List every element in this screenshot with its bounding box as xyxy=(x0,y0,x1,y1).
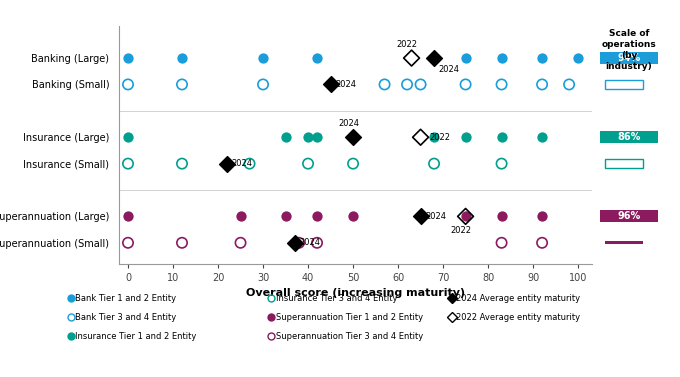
Point xyxy=(415,134,426,140)
Point xyxy=(311,134,322,140)
Point xyxy=(460,213,471,219)
Bar xyxy=(600,210,658,222)
Point xyxy=(122,161,133,167)
Point xyxy=(122,81,133,87)
Point xyxy=(294,240,305,246)
Point xyxy=(460,55,471,61)
Point xyxy=(496,81,507,87)
Point xyxy=(311,240,322,246)
Text: 2022: 2022 xyxy=(396,40,418,49)
Text: 2024: 2024 xyxy=(231,159,252,168)
Point xyxy=(347,213,358,219)
X-axis label: Overall score (increasing maturity): Overall score (increasing maturity) xyxy=(245,288,465,299)
Legend: Insurance Tier 3 and 4 Entity: Insurance Tier 3 and 4 Entity xyxy=(269,294,398,303)
Point xyxy=(573,55,583,61)
Point xyxy=(496,161,507,167)
Point xyxy=(311,213,322,219)
Point xyxy=(122,134,133,140)
Point xyxy=(402,81,413,87)
Point xyxy=(428,134,439,140)
Legend: Bank Tier 3 and 4 Entity: Bank Tier 3 and 4 Entity xyxy=(69,313,177,322)
Text: 96%: 96% xyxy=(617,211,641,221)
Point xyxy=(258,55,269,61)
Point xyxy=(347,161,358,167)
Legend: Bank Tier 1 and 2 Entity: Bank Tier 1 and 2 Entity xyxy=(69,294,177,303)
Point xyxy=(406,55,417,61)
Point xyxy=(244,161,255,167)
Point xyxy=(537,81,547,87)
Legend: Superannuation Tier 3 and 4 Entity: Superannuation Tier 3 and 4 Entity xyxy=(269,332,423,341)
Point xyxy=(311,55,322,61)
Point xyxy=(280,213,291,219)
Text: 2022: 2022 xyxy=(430,133,451,142)
Text: 86%: 86% xyxy=(617,132,641,142)
Point xyxy=(177,161,188,167)
Point xyxy=(258,81,269,87)
Bar xyxy=(600,131,658,143)
Point xyxy=(564,81,575,87)
FancyBboxPatch shape xyxy=(605,242,643,244)
Point xyxy=(177,240,188,246)
Point xyxy=(537,240,547,246)
Legend: Insurance Tier 1 and 2 Entity: Insurance Tier 1 and 2 Entity xyxy=(69,332,197,341)
Point xyxy=(379,81,390,87)
Point xyxy=(280,134,291,140)
Point xyxy=(537,213,547,219)
Point xyxy=(460,81,471,87)
Point xyxy=(177,55,188,61)
Text: 2024: 2024 xyxy=(335,80,356,89)
Point xyxy=(122,213,133,219)
Point xyxy=(415,213,426,219)
Text: Scale of
operations
(by
industry): Scale of operations (by industry) xyxy=(602,29,656,71)
Point xyxy=(347,134,358,140)
Point xyxy=(415,81,426,87)
Point xyxy=(122,55,133,61)
Point xyxy=(496,134,507,140)
Point xyxy=(122,240,133,246)
Point xyxy=(177,81,188,87)
Point xyxy=(537,134,547,140)
Point xyxy=(325,81,336,87)
Point xyxy=(428,55,439,61)
Text: 94%: 94% xyxy=(617,53,641,63)
Legend: 2022 Average entity maturity: 2022 Average entity maturity xyxy=(449,313,580,322)
Legend: 2024 Average entity maturity: 2024 Average entity maturity xyxy=(449,294,580,303)
Point xyxy=(460,134,471,140)
Text: 2024: 2024 xyxy=(299,238,320,247)
Point xyxy=(222,161,233,167)
Text: 2024: 2024 xyxy=(439,65,460,74)
Point xyxy=(303,161,313,167)
Point xyxy=(496,213,507,219)
Point xyxy=(537,55,547,61)
Text: 2024: 2024 xyxy=(425,212,446,221)
Bar xyxy=(600,52,658,64)
Point xyxy=(460,213,471,219)
Point xyxy=(428,161,439,167)
Point xyxy=(496,55,507,61)
Text: 2022: 2022 xyxy=(451,225,471,234)
Point xyxy=(496,240,507,246)
Text: 2024: 2024 xyxy=(338,119,359,128)
Point xyxy=(303,134,313,140)
Point xyxy=(289,240,300,246)
Point xyxy=(235,240,246,246)
Legend: Superannuation Tier 1 and 2 Entity: Superannuation Tier 1 and 2 Entity xyxy=(269,313,423,322)
Point xyxy=(235,213,246,219)
